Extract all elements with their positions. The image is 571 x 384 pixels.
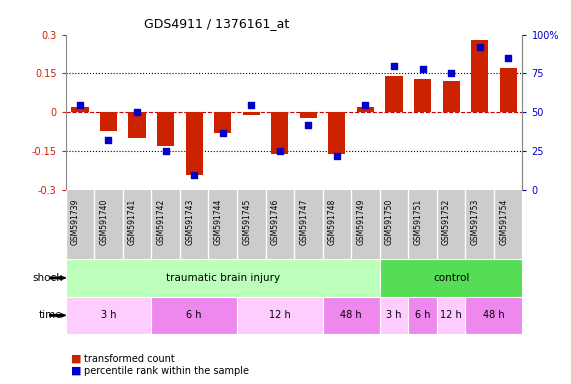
Point — [332, 153, 341, 159]
Text: control: control — [433, 273, 469, 283]
Bar — [300, 113, 317, 118]
Text: GSM591741: GSM591741 — [128, 199, 137, 245]
Text: GSM591745: GSM591745 — [242, 199, 251, 245]
Text: 12 h: 12 h — [269, 310, 291, 320]
Text: GSM591739: GSM591739 — [71, 199, 80, 245]
Bar — [471, 40, 488, 113]
Bar — [237, 296, 323, 334]
Point — [247, 102, 256, 108]
Bar — [323, 296, 380, 334]
Text: GSM591750: GSM591750 — [385, 199, 394, 245]
Bar — [214, 113, 231, 133]
Text: 3 h: 3 h — [100, 310, 116, 320]
Bar — [437, 296, 465, 334]
Text: transformed count: transformed count — [84, 354, 175, 364]
Bar — [500, 68, 517, 113]
Text: 3 h: 3 h — [386, 310, 402, 320]
Bar — [66, 259, 380, 296]
Bar — [357, 107, 374, 113]
Bar — [100, 113, 117, 131]
Text: traumatic brain injury: traumatic brain injury — [166, 273, 280, 283]
Text: GDS4911 / 1376161_at: GDS4911 / 1376161_at — [144, 17, 289, 30]
Bar — [408, 296, 437, 334]
Point — [218, 130, 227, 136]
Bar — [151, 296, 237, 334]
Text: GSM591740: GSM591740 — [99, 199, 108, 245]
Bar — [328, 113, 345, 154]
Bar — [157, 113, 174, 146]
Point — [275, 148, 284, 154]
Text: GSM591748: GSM591748 — [328, 199, 337, 245]
Text: ■: ■ — [71, 354, 82, 364]
Point — [504, 55, 513, 61]
Bar — [380, 296, 408, 334]
Point — [190, 172, 199, 178]
Text: GSM591746: GSM591746 — [271, 199, 280, 245]
Point — [161, 148, 170, 154]
Text: 48 h: 48 h — [483, 310, 505, 320]
Text: GSM591743: GSM591743 — [185, 199, 194, 245]
Point — [75, 102, 85, 108]
Bar — [414, 79, 431, 113]
Bar — [465, 296, 522, 334]
Bar — [380, 259, 522, 296]
Bar — [443, 81, 460, 113]
Text: percentile rank within the sample: percentile rank within the sample — [84, 366, 249, 376]
Bar — [271, 113, 288, 154]
Text: ■: ■ — [71, 366, 82, 376]
Point — [104, 137, 113, 144]
Text: shock: shock — [33, 273, 63, 283]
Bar — [385, 76, 403, 113]
Text: GSM591749: GSM591749 — [356, 199, 365, 245]
Point — [132, 109, 142, 116]
Text: GSM591752: GSM591752 — [442, 199, 451, 245]
Point — [389, 63, 399, 69]
Text: 48 h: 48 h — [340, 310, 362, 320]
Text: 6 h: 6 h — [415, 310, 431, 320]
Text: GSM591753: GSM591753 — [471, 199, 480, 245]
Bar — [243, 113, 260, 115]
Point — [361, 102, 370, 108]
Point — [418, 66, 427, 72]
Bar — [66, 296, 151, 334]
Point — [304, 122, 313, 128]
Point — [447, 70, 456, 76]
Text: GSM591754: GSM591754 — [499, 199, 508, 245]
Bar — [128, 113, 146, 138]
Text: GSM591742: GSM591742 — [156, 199, 166, 245]
Text: time: time — [39, 310, 63, 320]
Text: 12 h: 12 h — [440, 310, 462, 320]
Point — [475, 44, 484, 50]
Bar — [71, 107, 89, 113]
Text: GSM591747: GSM591747 — [299, 199, 308, 245]
Text: 6 h: 6 h — [186, 310, 202, 320]
Bar — [186, 113, 203, 175]
Text: GSM591744: GSM591744 — [214, 199, 223, 245]
Text: GSM591751: GSM591751 — [413, 199, 423, 245]
